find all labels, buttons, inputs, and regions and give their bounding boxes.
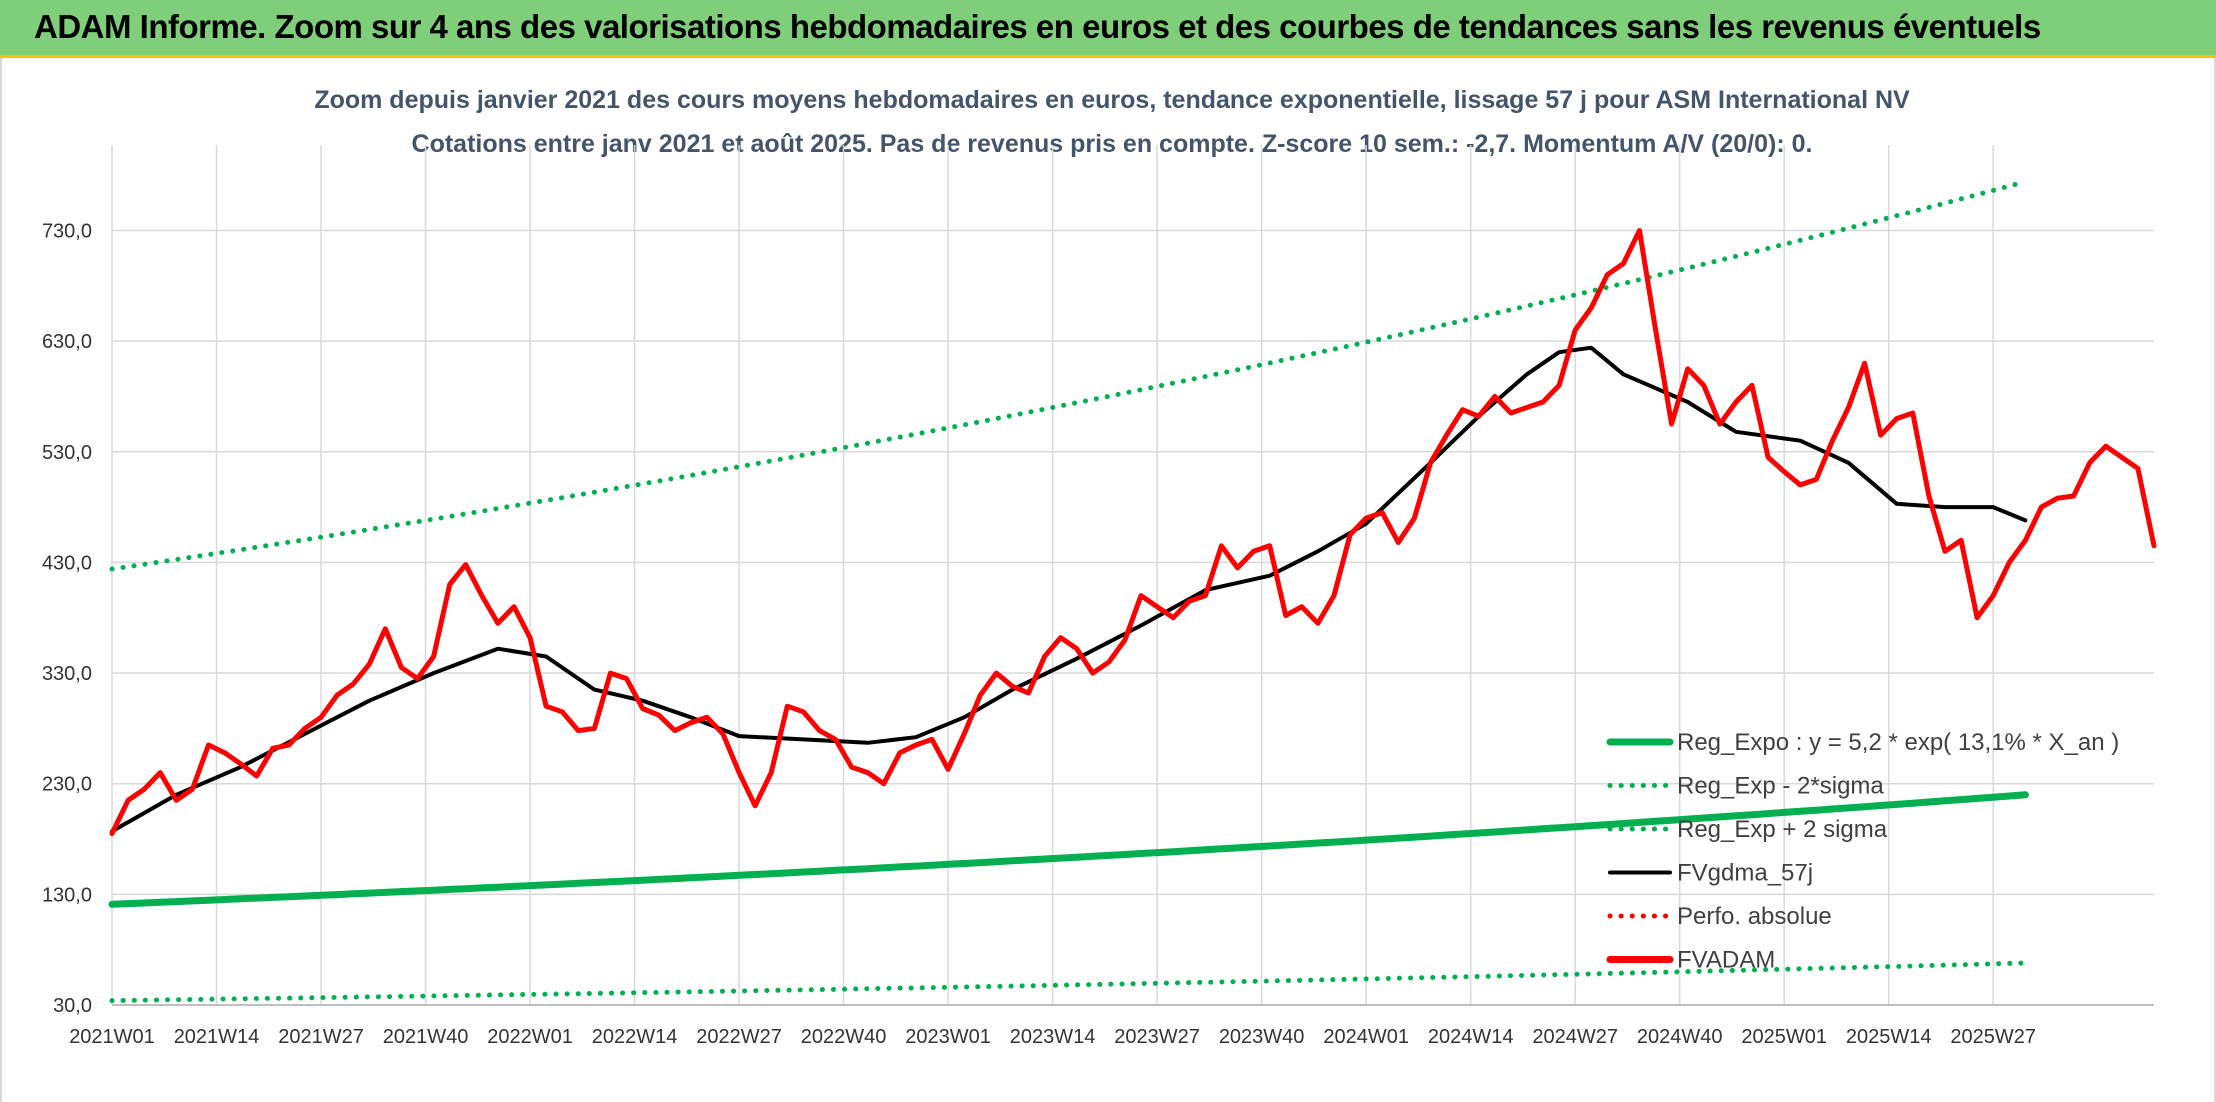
x-tick-label: 2025W01 [1741, 1026, 1827, 1048]
y-tick-label: 330,0 [42, 663, 92, 685]
y-tick-label: 30,0 [53, 995, 92, 1017]
x-tick-label: 2024W01 [1323, 1026, 1409, 1048]
legend-label: Reg_Exp + 2 sigma [1677, 816, 1888, 843]
legend-label: Reg_Expo : y = 5,2 * exp( 13,1% * X_an ) [1677, 729, 2119, 756]
x-tick-label: 2024W14 [1428, 1026, 1514, 1048]
y-tick-label: 530,0 [42, 442, 92, 464]
x-tick-label: 2022W40 [801, 1026, 887, 1048]
y-axis: 30,0 130,0 230,0 330,0 430,0 530,0 630,0 730,0 [42, 220, 92, 1017]
x-tick-label: 2021W27 [278, 1026, 364, 1048]
x-tick-label: 2022W01 [487, 1026, 573, 1048]
legend-label: Perfo. absolue [1677, 903, 1832, 930]
legend: Reg_Expo : y = 5,2 * exp( 13,1% * X_an )… [1606, 729, 2119, 974]
x-tick-label: 2025W27 [1950, 1026, 2036, 1048]
x-tick-label: 2024W40 [1637, 1026, 1723, 1048]
series-reg-expo [108, 791, 2029, 908]
y-tick-label: 130,0 [42, 884, 92, 906]
line-chart: Zoom depuis janvier 2021 des cours moyen… [42, 86, 2157, 1048]
x-tick-label: 2022W14 [592, 1026, 678, 1048]
x-tick-label: 2021W40 [383, 1026, 469, 1048]
x-tick-label: 2024W27 [1532, 1026, 1618, 1048]
y-tick-label: 730,0 [42, 220, 92, 242]
report-header: ADAM Informe. Zoom sur 4 ans des valoris… [0, 0, 2216, 58]
legend-label: FVgdma_57j [1677, 860, 1813, 887]
series-fvgdma-57j [110, 345, 2028, 834]
report-title: ADAM Informe. Zoom sur 4 ans des valoris… [34, 8, 2041, 45]
chart-title: Zoom depuis janvier 2021 des cours moyen… [314, 86, 1910, 114]
x-tick-label: 2021W14 [174, 1026, 260, 1048]
series-reg-exp-minus-2sigma [109, 960, 2028, 1004]
x-tick-label: 2022W27 [696, 1026, 782, 1048]
y-tick-label: 630,0 [42, 331, 92, 353]
chart-subtitle: Cotations entre janv 2021 et août 2025. … [412, 130, 1813, 158]
series-reg-exp-plus-2sigma [109, 179, 2028, 572]
y-tick-label: 430,0 [42, 552, 92, 574]
x-axis: 2021W01 2021W14 2021W27 2021W40 2022W01 2022W… [69, 1026, 2036, 1048]
legend-label: FVADAM [1677, 947, 1775, 974]
chart-area: Zoom depuis janvier 2021 des cours moyen… [0, 58, 2216, 1102]
x-tick-label: 2023W01 [905, 1026, 991, 1048]
legend-label: Reg_Exp - 2*sigma [1677, 773, 1884, 800]
series [108, 179, 2157, 1004]
x-tick-label: 2025W14 [1846, 1026, 1932, 1048]
x-tick-label: 2021W01 [69, 1026, 155, 1048]
y-tick-label: 230,0 [42, 774, 92, 796]
x-tick-label: 2023W27 [1114, 1026, 1200, 1048]
series-fvadam [109, 228, 2157, 836]
x-tick-label: 2023W14 [1010, 1026, 1096, 1048]
x-tick-label: 2023W40 [1219, 1026, 1305, 1048]
grid [111, 145, 2154, 1006]
